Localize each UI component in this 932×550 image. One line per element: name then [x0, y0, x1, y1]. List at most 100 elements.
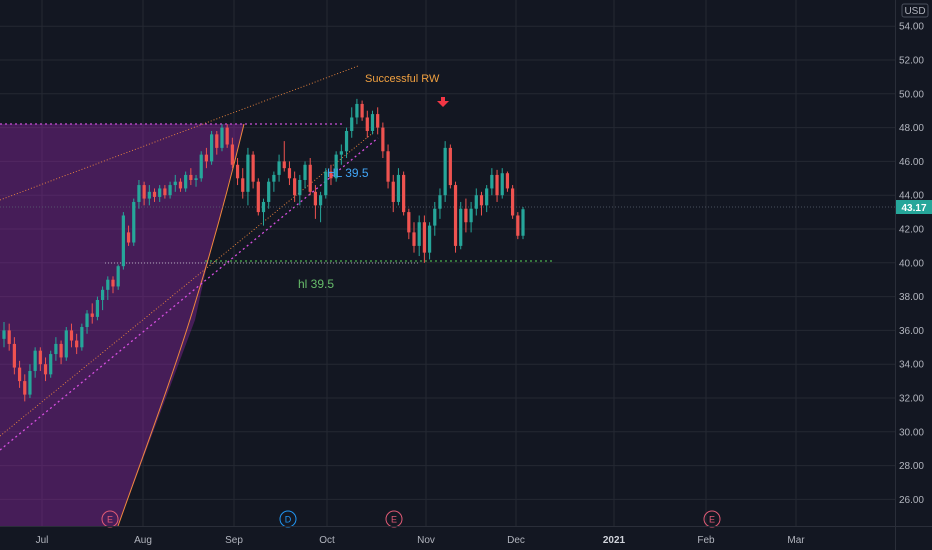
candle-body	[479, 195, 484, 206]
magenta-wedge-line	[0, 137, 379, 451]
candle-body	[376, 114, 380, 128]
candle-body	[350, 117, 354, 131]
candle-body	[511, 188, 515, 216]
candle-body	[293, 178, 297, 196]
candle-body	[158, 188, 162, 197]
candle-body	[339, 151, 343, 155]
candle-body	[287, 168, 292, 179]
drawings-layer	[0, 65, 895, 526]
candle-body	[137, 185, 141, 202]
candle-body	[23, 381, 27, 395]
candle-body	[365, 117, 369, 131]
candle-body	[49, 354, 53, 375]
y-tick-label: 34.00	[899, 360, 924, 371]
candle-body	[173, 181, 177, 186]
y-tick-label: 36.00	[899, 326, 924, 337]
candle-body	[334, 154, 338, 179]
candle-body	[381, 127, 385, 152]
candle-body	[225, 127, 229, 145]
time-axis[interactable]: Jul Aug Sep Oct Nov Dec 2021 Feb Mar	[36, 535, 806, 546]
currency-badge-box[interactable]	[901, 3, 929, 18]
x-tick-label: Dec	[507, 535, 525, 546]
candle-body	[438, 195, 442, 209]
last-price-label: 43.17	[901, 203, 926, 214]
candle-body	[324, 171, 328, 196]
event-marker-letter[interactable]: D	[285, 515, 292, 525]
candle-body	[64, 330, 68, 358]
candle-body	[163, 188, 167, 196]
hl-upper-label: HL 39.5	[327, 166, 369, 180]
y-tick-label: 38.00	[899, 292, 924, 303]
y-tick-label: 42.00	[899, 225, 924, 236]
candle-body	[246, 154, 250, 192]
candle-body	[277, 161, 281, 175]
down-arrow-icon	[437, 97, 449, 107]
y-tick-label: 32.00	[899, 394, 924, 405]
y-tick-label: 50.00	[899, 89, 924, 100]
candle-body	[303, 164, 307, 180]
candle-body	[90, 313, 94, 317]
candle-body	[282, 161, 286, 169]
candle-body	[251, 154, 255, 182]
y-tick-label: 44.00	[899, 191, 924, 202]
candle-body	[490, 174, 494, 189]
candle-body	[241, 178, 245, 192]
candle-body	[360, 103, 364, 118]
candle-body	[189, 174, 193, 180]
candle-body	[215, 134, 219, 148]
candle-body	[168, 185, 172, 196]
event-marker-letter[interactable]: E	[391, 515, 397, 525]
candle-body	[402, 174, 406, 213]
candle-body	[308, 164, 312, 192]
candle-body	[178, 181, 183, 189]
candle-body	[417, 222, 421, 246]
candle-body	[298, 179, 302, 196]
candle-body	[329, 171, 333, 179]
candle-body	[126, 232, 131, 243]
candle-body	[391, 181, 395, 202]
candle-body	[59, 343, 63, 358]
price-axis[interactable]: 26.00 28.00 30.00 32.00 34.00 36.00 38.00 40.00…	[899, 22, 924, 506]
candle-body	[33, 350, 37, 371]
candle-body	[209, 134, 214, 162]
candle-body	[427, 225, 432, 253]
grid-lines	[0, 0, 895, 526]
candle-body	[407, 212, 411, 233]
candle-body	[106, 279, 110, 290]
hl-lower-label: hl 39.5	[298, 277, 334, 291]
candle-body	[474, 195, 478, 209]
candle-body	[132, 201, 136, 243]
candle-body	[230, 144, 234, 165]
currency-badge[interactable]: USD	[904, 6, 925, 17]
x-tick-label: Feb	[697, 535, 715, 546]
y-tick-label: 52.00	[899, 56, 924, 67]
last-price-box	[896, 200, 932, 214]
candle-body	[355, 103, 359, 118]
candle-body	[38, 350, 42, 365]
candle-body	[344, 130, 349, 152]
event-marker-letter[interactable]: E	[107, 515, 113, 525]
candle-body	[204, 154, 209, 162]
x-tick-label: Sep	[225, 535, 243, 546]
candle-body	[443, 147, 447, 196]
candle-body	[521, 209, 525, 236]
successful-rw-label: Successful RW	[365, 73, 440, 85]
candle-body	[516, 215, 520, 236]
candle-body	[7, 330, 11, 344]
orange-channel-upper	[0, 65, 359, 201]
candle-body	[396, 174, 401, 202]
candle-body	[459, 208, 463, 246]
event-marker-letter[interactable]: E	[709, 515, 715, 525]
x-tick-label: Nov	[417, 535, 435, 546]
candle-body	[2, 330, 6, 339]
candle-body	[194, 178, 198, 180]
candle-body	[12, 343, 16, 368]
candle-body	[313, 191, 318, 206]
candle-body	[75, 340, 79, 348]
candle-body	[54, 343, 58, 355]
candle-body	[121, 215, 125, 267]
orange-channel-lower	[0, 131, 375, 437]
candle-body	[272, 174, 276, 182]
